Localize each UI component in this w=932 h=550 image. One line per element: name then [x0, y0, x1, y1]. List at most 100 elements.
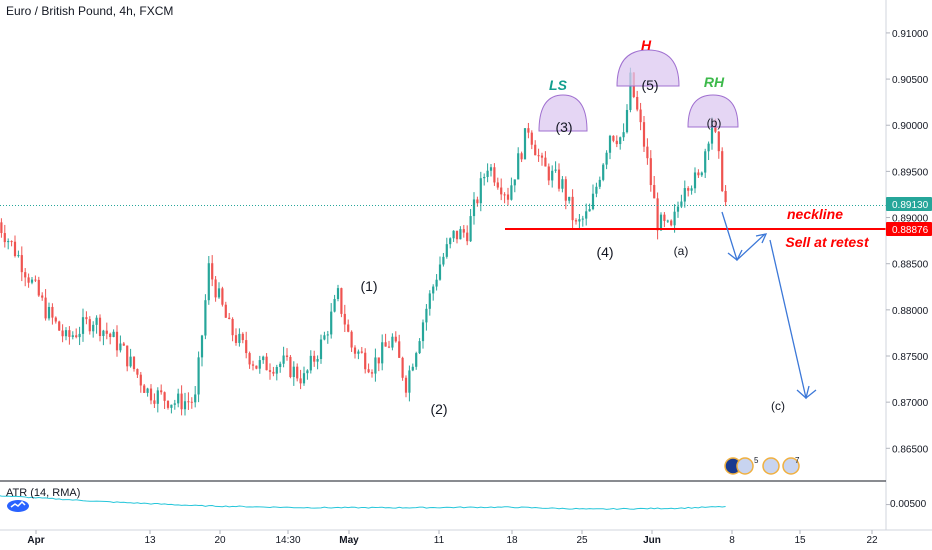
candle-body [71, 335, 74, 337]
candle-body [683, 188, 686, 202]
candle-body [360, 351, 363, 353]
candle-body [265, 356, 268, 371]
candle-body [323, 335, 326, 340]
candle-body [272, 371, 275, 374]
candle-body [619, 137, 622, 145]
candle-body [173, 403, 176, 405]
candle-body [336, 288, 340, 299]
candle-body [442, 256, 445, 265]
candle-body [370, 372, 374, 374]
candle-body [472, 199, 476, 217]
candle-body [581, 218, 584, 220]
candle-body [680, 201, 683, 207]
candle-body [687, 188, 690, 191]
candle-body [428, 293, 431, 309]
candle-body [258, 360, 261, 369]
candle-body [129, 356, 132, 367]
price-tick-label: 0.91000 [892, 29, 929, 40]
price-tick-label: 0.88000 [892, 306, 929, 317]
candle-body [47, 306, 51, 319]
candle-body [571, 196, 574, 221]
projection-arrows [721, 211, 817, 400]
candle-body [20, 255, 23, 273]
calendar-events[interactable]: 5 7 [724, 456, 800, 475]
candle-body [401, 357, 404, 378]
time-tick-label: 11 [434, 535, 445, 546]
candle-body [438, 264, 442, 280]
candle-body [248, 353, 251, 365]
candle-body [489, 167, 493, 171]
tradingview-logo-icon[interactable] [6, 498, 30, 512]
candle-body [75, 335, 78, 338]
uk-flag-icon[interactable] [782, 457, 800, 475]
candle-body [721, 151, 724, 191]
head-and-shoulders-shapes [538, 49, 739, 132]
neckline-label: neckline [787, 206, 843, 222]
candle-body [544, 157, 547, 167]
uk-flag-icon[interactable] [762, 457, 780, 475]
time-tick-label: May [339, 535, 359, 546]
event-count-2: 7 [795, 456, 800, 465]
head-label: H [641, 37, 652, 53]
candle-body [500, 187, 503, 195]
candle-body [255, 365, 258, 369]
candle-body [112, 331, 115, 338]
candle-body [105, 330, 108, 334]
candle-body [530, 132, 533, 145]
candle-body [564, 179, 567, 201]
candle-body [61, 330, 64, 337]
indicator-label: ATR (14, RMA) [6, 487, 81, 499]
price-axis[interactable]: 0.91000 0.90500 0.90000 0.89500 0.89000 0.885… [886, 29, 929, 455]
candle-body [180, 393, 183, 410]
candle-body [160, 390, 163, 393]
candle-body [149, 388, 153, 401]
candle-body [700, 172, 703, 176]
candle-body [653, 185, 656, 199]
candle-body [527, 128, 530, 133]
price-tick-label: 0.87500 [892, 352, 929, 363]
time-tick-label: Apr [27, 535, 44, 546]
right-shoulder-shape [687, 94, 739, 128]
candle-body [143, 385, 146, 393]
candle-body [197, 357, 200, 395]
time-tick-label: 14:30 [275, 535, 300, 546]
candle-body [115, 331, 119, 351]
candle-body [224, 304, 227, 318]
time-axis[interactable]: Apr 13 20 14:30 May 11 18 25 Jun 8 15 22 [27, 530, 878, 546]
neckline-price-badge [886, 222, 932, 236]
candle-body [602, 164, 605, 180]
candle-body [523, 128, 527, 160]
candle-body [207, 263, 210, 301]
uk-flag-icon[interactable] [736, 457, 754, 475]
candle-body [452, 230, 455, 239]
candle-body [285, 355, 289, 357]
candle-body [642, 122, 646, 147]
candle-body [496, 182, 499, 188]
candle-body [534, 144, 537, 156]
candle-body [578, 219, 581, 222]
candle-body [717, 131, 720, 152]
candle-body [374, 357, 377, 374]
candle-body [384, 342, 387, 347]
candle-body [639, 109, 642, 123]
candle-body [398, 341, 401, 358]
candle-body [367, 369, 370, 373]
candle-body [306, 370, 309, 374]
candle-body [483, 176, 486, 179]
candle-body [649, 158, 652, 186]
candle-body [659, 214, 663, 231]
candle-body [493, 167, 496, 183]
candle-body [466, 232, 469, 242]
chart-title: Euro / British Pound, 4h, FXCM [6, 4, 174, 18]
candle-body [377, 357, 380, 364]
candle-body [394, 336, 397, 342]
price-tick-label: 0.86500 [892, 444, 929, 455]
candle-body [27, 277, 30, 283]
candle-body [316, 359, 319, 362]
candle-body [673, 211, 676, 226]
wave-label-3: (3) [555, 119, 572, 135]
wave-label-a: (a) [674, 244, 689, 258]
candle-body [170, 404, 173, 408]
time-tick-label: Jun [643, 535, 661, 546]
